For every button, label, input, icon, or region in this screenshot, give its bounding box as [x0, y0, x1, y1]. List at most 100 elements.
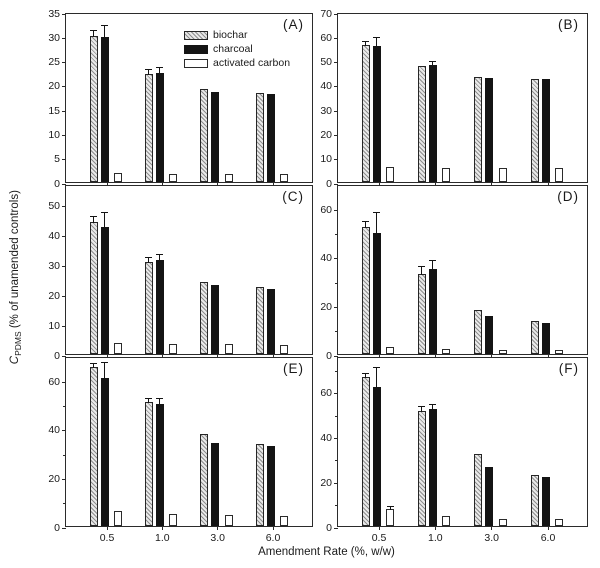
error-bar-cap [429, 259, 437, 261]
x-tick-label: 0.5 [99, 532, 115, 544]
y-minor-tick [63, 454, 66, 456]
y-tick-label: 40 [320, 432, 332, 445]
y-tick [62, 159, 66, 161]
y-tick [62, 13, 66, 15]
y-minor-tick [335, 505, 338, 507]
bar-biochar [144, 261, 153, 354]
y-minor-tick [335, 415, 338, 417]
y-tick-label: 60 [48, 375, 60, 388]
y-tick [334, 438, 338, 440]
y-tick [334, 258, 338, 260]
y-tick [62, 478, 66, 480]
y-tick-label: 60 [320, 387, 332, 400]
y-tick-label: 40 [48, 424, 60, 437]
panel-A: 0 5 10 15 20 25 30 35 (A) biochar charcoal activate… [48, 8, 313, 189]
x-tick [378, 526, 380, 530]
y-tick-label: 20 [48, 289, 60, 302]
bar-activated-carbon [555, 519, 563, 526]
bar-biochar [530, 78, 539, 182]
legend-swatch-activated-carbon [184, 59, 208, 68]
error-bar-cap [156, 253, 164, 255]
y-tick-label: 0 [54, 521, 60, 534]
legend-item: charcoal [184, 44, 290, 55]
y-tick [62, 381, 66, 383]
error-bar [93, 364, 94, 368]
y-tick-label: 0 [54, 349, 60, 362]
panel-E: 0 20 40 60 0.5 1.0 3.0 6.0 (E) [48, 357, 313, 544]
bar-biochar [417, 410, 426, 526]
y-tick [334, 355, 338, 357]
y-tick-label: 35 [48, 7, 60, 20]
x-tick [434, 354, 436, 358]
error-bar-cap [373, 211, 380, 213]
y-tick [334, 13, 338, 15]
error-bar-cap [362, 40, 369, 42]
x-tick [106, 526, 108, 530]
y-tick-label: 70 [320, 7, 332, 20]
bar-charcoal [372, 232, 381, 354]
x-tick [378, 354, 380, 358]
bar-charcoal [266, 446, 275, 526]
y-tick [62, 86, 66, 88]
x-tick [217, 526, 219, 530]
y-tick-label: 30 [48, 31, 60, 44]
y-tick [334, 306, 338, 308]
bar-charcoal [155, 260, 164, 354]
x-tick [272, 354, 274, 358]
error-bar [365, 41, 366, 46]
y-tick-label: 20 [320, 476, 332, 489]
bar-biochar [361, 377, 370, 526]
y-tick [334, 62, 338, 64]
y-tick-label: 30 [320, 104, 332, 117]
x-tick [217, 182, 219, 186]
bar-biochar [255, 444, 264, 526]
bar-biochar [361, 44, 370, 182]
y-tick-label: 50 [320, 56, 332, 69]
bar-charcoal [541, 477, 550, 526]
y-axis-title-symbol: C [8, 355, 21, 365]
error-bar [365, 374, 366, 379]
y-axis-title: CPDMS (% of unamended controls) [9, 147, 23, 407]
y-tick [334, 209, 338, 211]
bar-charcoal [485, 78, 494, 182]
bar-biochar [255, 92, 264, 182]
y-tick-label: 10 [48, 319, 60, 332]
x-tick-label: 3.0 [484, 532, 499, 544]
error-bar-cap [145, 256, 153, 258]
bar-charcoal [372, 387, 381, 526]
y-tick-label: 30 [48, 260, 60, 273]
y-tick [334, 110, 338, 112]
y-tick [62, 37, 66, 39]
panel-label-E: (E) [283, 361, 304, 376]
legend-swatch-biochar [184, 31, 208, 40]
error-bar-cap [90, 215, 97, 217]
y-tick-label: 20 [320, 300, 332, 313]
y-tick [62, 295, 66, 297]
bar-activated-carbon [114, 173, 122, 182]
error-bar-cap [386, 505, 394, 507]
error-bar [432, 260, 434, 270]
x-tick [106, 354, 108, 358]
x-tick [272, 526, 274, 530]
bar-charcoal [155, 403, 164, 526]
error-bar [148, 398, 150, 404]
bar-biochar [474, 454, 483, 526]
y-tick-label: 50 [48, 200, 60, 213]
x-tick [161, 526, 163, 530]
bar-activated-carbon [114, 342, 122, 354]
bar-biochar [89, 221, 98, 354]
error-bar-cap [418, 406, 426, 408]
x-tick [434, 526, 436, 530]
y-tick-label: 5 [54, 153, 60, 166]
error-bar-cap [101, 211, 108, 213]
x-tick-label: 1.0 [155, 532, 170, 544]
error-bar [376, 368, 377, 389]
bar-activated-carbon [280, 344, 288, 354]
y-tick-label: 60 [320, 31, 332, 44]
y-tick [62, 62, 66, 64]
y-tick-label: 40 [320, 80, 332, 93]
bar-charcoal [428, 409, 437, 526]
y-axis-title-subscript: PDMS [13, 331, 24, 356]
x-tick [378, 182, 380, 186]
